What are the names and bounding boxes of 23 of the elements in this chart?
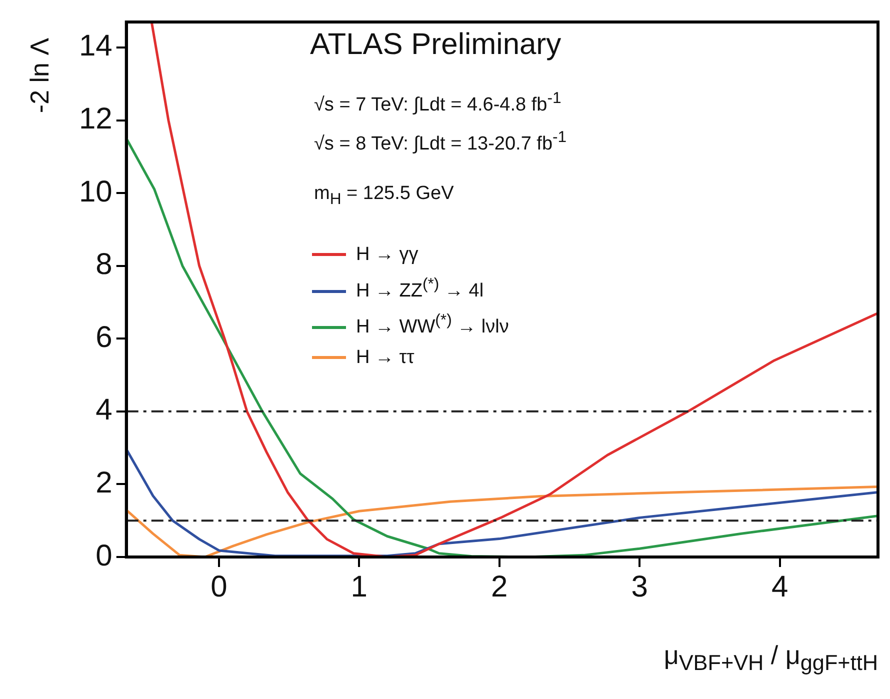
legend-label: H → ττ (355, 346, 416, 370)
legend-label: H → γγ (355, 243, 420, 267)
x-tick-label: 4 (771, 570, 788, 604)
y-tick-label: 14 (78, 30, 112, 63)
x-tick-label: 3 (631, 570, 648, 604)
chart-title: ATLAS Preliminary (310, 28, 562, 62)
y-tick-label: 2 (96, 466, 112, 500)
y-tick-label: 0 (96, 539, 112, 572)
y-tick-label: 6 (96, 320, 112, 354)
y-tick-label: 8 (96, 248, 112, 282)
y-tick-label: 10 (78, 175, 112, 208)
y-tick-label: 4 (96, 394, 112, 427)
annotation: √s = 8 TeV: ∫Ldt = 13-20.7 fb$^{-1}$ (314, 128, 567, 157)
annotation: m$_{H}$ = 125.5 GeV (314, 182, 455, 210)
legend-label: H → WW$^{(*)}$ → lνlν (355, 311, 509, 340)
x-tick-label: 1 (350, 570, 368, 604)
annotation: √s = 7 TeV: ∫Ldt = 4.6-4.8 fb$^{-1}$ (314, 89, 562, 118)
x-axis-title: μ$_{VBF+VH}$ / μ$_{ggF+ttH}$ (664, 640, 878, 676)
y-axis-title: -2 ln Λ (24, 36, 56, 116)
y-tick-label: 12 (78, 102, 112, 136)
x-tick-label: 2 (491, 570, 508, 604)
legend-label: H → ZZ$^{(*)}$ → 4l (355, 275, 485, 304)
x-tick-label: 0 (210, 570, 228, 604)
